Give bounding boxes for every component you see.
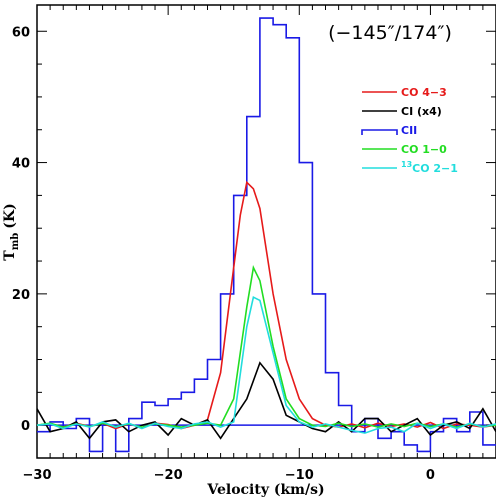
series-line-0: [37, 17, 496, 453]
legend-label: CO 1−0: [401, 143, 447, 156]
series-line-4: [36, 296, 496, 434]
legend-swatch: [361, 129, 398, 135]
plot-frame: [36, 4, 496, 459]
y-axis-title-main: T: [2, 250, 18, 261]
legend-label: CO 4−3: [401, 86, 447, 99]
y-axis-title-unit: (K): [2, 203, 18, 228]
legend-label-main: CO 2−1: [412, 162, 458, 175]
legend-entry: CI (x4): [362, 105, 442, 118]
legend-label: CII: [401, 124, 417, 137]
legend-label: CI (x4): [401, 105, 442, 118]
legend-entry: CO 1−0: [362, 143, 447, 156]
x-axis-title: Velocity (km/s): [206, 482, 324, 498]
series-line-2: [36, 361, 496, 440]
y-tick-label: 40: [12, 157, 30, 172]
y-axis-title-sub: mb: [10, 233, 21, 251]
y-tick-label: 60: [12, 25, 30, 40]
y-tick-label: 20: [12, 288, 30, 303]
series-line-1: [36, 180, 496, 430]
legend-entry: CO 4−3: [362, 86, 447, 99]
series-line-3: [36, 265, 496, 428]
y-tick-label: 0: [21, 419, 30, 434]
legend-entry: 13CO 2−1: [362, 160, 458, 175]
x-tick-label: −30: [23, 468, 52, 483]
x-tick-label: −20: [154, 468, 183, 483]
legend-label-sup: 13: [401, 160, 412, 169]
legend-entry: CII: [361, 124, 417, 137]
y-axis-title: Tmb (K): [2, 203, 21, 260]
annotation-offset: (−145″/174″): [328, 22, 452, 44]
x-tick-label: −10: [285, 468, 314, 483]
legend-label: 13CO 2−1: [401, 160, 458, 175]
x-tick-label: 0: [426, 468, 435, 483]
